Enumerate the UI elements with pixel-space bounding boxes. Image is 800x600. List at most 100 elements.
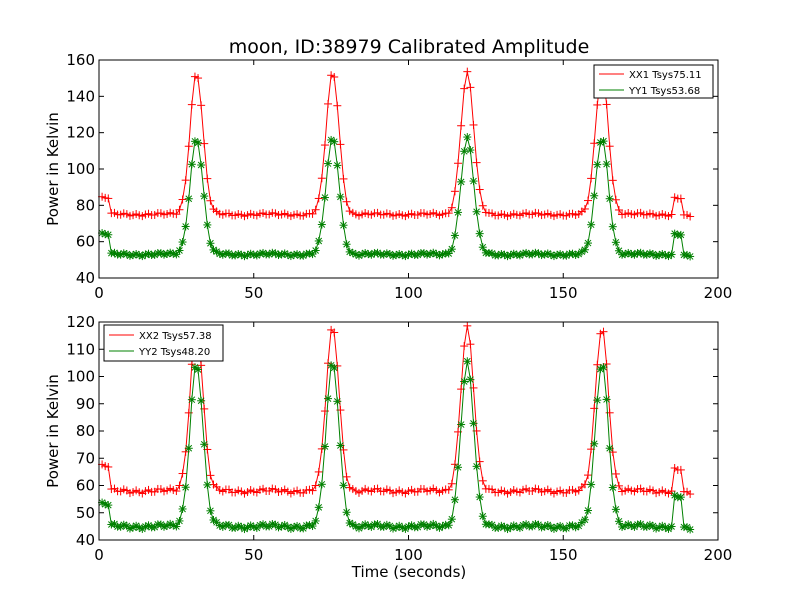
data-point: [475, 493, 484, 502]
y-tick-label: 100: [66, 160, 95, 178]
data-point: [197, 161, 206, 170]
data-point: [686, 212, 695, 221]
data-point: [450, 187, 459, 196]
data-point: [181, 176, 190, 185]
data-point: [602, 100, 611, 109]
x-tick-label: 0: [94, 284, 104, 302]
data-point: [197, 101, 206, 110]
data-point: [104, 501, 113, 510]
data-point: [175, 481, 184, 490]
data-point: [444, 485, 453, 494]
data-point: [584, 196, 593, 205]
data-point: [200, 440, 209, 449]
legend-label-yy1: YY1 Tsys53.68: [628, 86, 700, 97]
data-point: [299, 251, 308, 260]
data-point: [354, 251, 363, 260]
data-point: [593, 396, 602, 405]
data-point: [203, 480, 212, 489]
data-point: [457, 121, 466, 130]
data-point: [469, 177, 478, 186]
x-tick-label: 100: [394, 546, 423, 564]
data-point: [125, 251, 134, 260]
top-panel: 40 60 80 100 120 140 160 0 50 100 150 200 Power in…: [44, 51, 732, 302]
data-point: [587, 174, 596, 183]
data-point: [599, 363, 608, 372]
data-point: [308, 486, 317, 495]
data-point: [178, 469, 187, 478]
data-point: [178, 195, 187, 204]
data-point: [206, 196, 215, 205]
x-tick-label: 50: [244, 546, 263, 564]
bottom-panel: 40 50 60 70 80 90 100 110 120 0 50 100 150 200 Power…: [44, 313, 732, 581]
data-point: [475, 229, 484, 238]
data-point: [584, 506, 593, 515]
y-tick-label: 140: [66, 87, 95, 105]
data-point: [175, 246, 184, 255]
data-point: [283, 523, 292, 532]
y-tick-label: 60: [76, 477, 95, 495]
data-point: [308, 209, 317, 218]
data-point: [676, 493, 685, 502]
data-point: [605, 142, 614, 151]
data-point: [314, 236, 323, 245]
data-point: [194, 74, 203, 83]
data-point: [454, 208, 463, 217]
data-point: [593, 100, 602, 109]
data-point: [187, 160, 196, 169]
data-point: [512, 522, 521, 531]
legend-label-xx1: XX1 Tsys75.11: [629, 70, 702, 81]
data-point: [590, 191, 599, 200]
y-tick-label: 80: [76, 196, 95, 214]
data-point: [475, 457, 484, 466]
data-point: [320, 442, 329, 451]
data-point: [320, 141, 329, 150]
data-point: [463, 133, 472, 142]
data-point: [686, 490, 695, 499]
top-legend-box: [593, 64, 714, 99]
data-point: [330, 137, 339, 146]
data-point: [580, 245, 589, 254]
bottom-x-ticks: 0 50 100 150 200: [94, 322, 732, 564]
data-point: [333, 397, 342, 406]
data-point: [608, 222, 617, 231]
data-point: [104, 194, 113, 203]
data-point: [667, 250, 676, 259]
data-point: [614, 481, 623, 490]
data-point: [460, 342, 469, 351]
y-tick-label: 120: [66, 124, 95, 142]
data-point: [200, 139, 209, 148]
data-point: [463, 321, 472, 330]
x-tick-label: 150: [549, 284, 578, 302]
data-point: [472, 158, 481, 167]
data-point: [587, 220, 596, 229]
data-point: [611, 238, 620, 247]
data-point: [187, 395, 196, 404]
data-point: [330, 363, 339, 372]
data-point: [311, 246, 320, 255]
bottom-y-ticks: 40 50 60 70 80 90 100 110 120: [66, 313, 718, 549]
data-point: [311, 516, 320, 525]
top-plot-area: [98, 67, 695, 261]
data-point: [104, 462, 113, 471]
data-point: [450, 231, 459, 240]
data-point: [587, 480, 596, 489]
data-point: [178, 238, 187, 247]
data-point: [317, 480, 326, 489]
data-point: [104, 230, 113, 239]
data-point: [314, 194, 323, 203]
data-point: [339, 221, 348, 230]
data-point: [593, 160, 602, 169]
data-point: [314, 467, 323, 476]
data-point: [444, 521, 453, 530]
bottom-plot-area: [98, 321, 695, 534]
data-point: [478, 512, 487, 521]
data-point: [184, 194, 193, 203]
chart-title: moon, ID:38979 Calibrated Amplitude: [229, 36, 590, 58]
data-point: [454, 463, 463, 472]
data-point: [320, 193, 329, 202]
data-point: [181, 483, 190, 492]
data-point: [197, 396, 206, 405]
data-point: [324, 99, 333, 108]
y-tick-label: 70: [76, 449, 95, 467]
data-point: [194, 365, 203, 374]
